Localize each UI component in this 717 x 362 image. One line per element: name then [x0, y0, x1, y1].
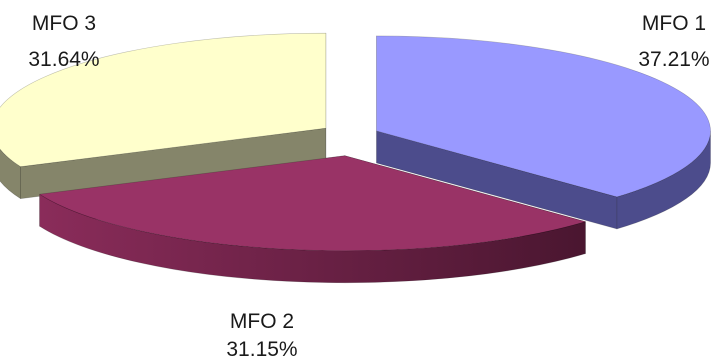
pie-slices	[0, 32, 711, 284]
slice-label-mfo-3-value: 31.64%	[28, 48, 99, 71]
slice-label-mfo-2-name: MFO 2	[230, 310, 294, 333]
slice-mfo-2-top	[39, 155, 586, 252]
slice-mfo-1-top	[376, 35, 711, 198]
slice-label-mfo-3-name: MFO 3	[32, 12, 96, 35]
slice-label-mfo-2-value: 31.15%	[226, 338, 297, 361]
slice-label-mfo-1-value: 37.21%	[638, 48, 709, 71]
slice-mfo-3-top	[0, 32, 327, 167]
slice-label-mfo-1-name: MFO 1	[642, 12, 706, 35]
